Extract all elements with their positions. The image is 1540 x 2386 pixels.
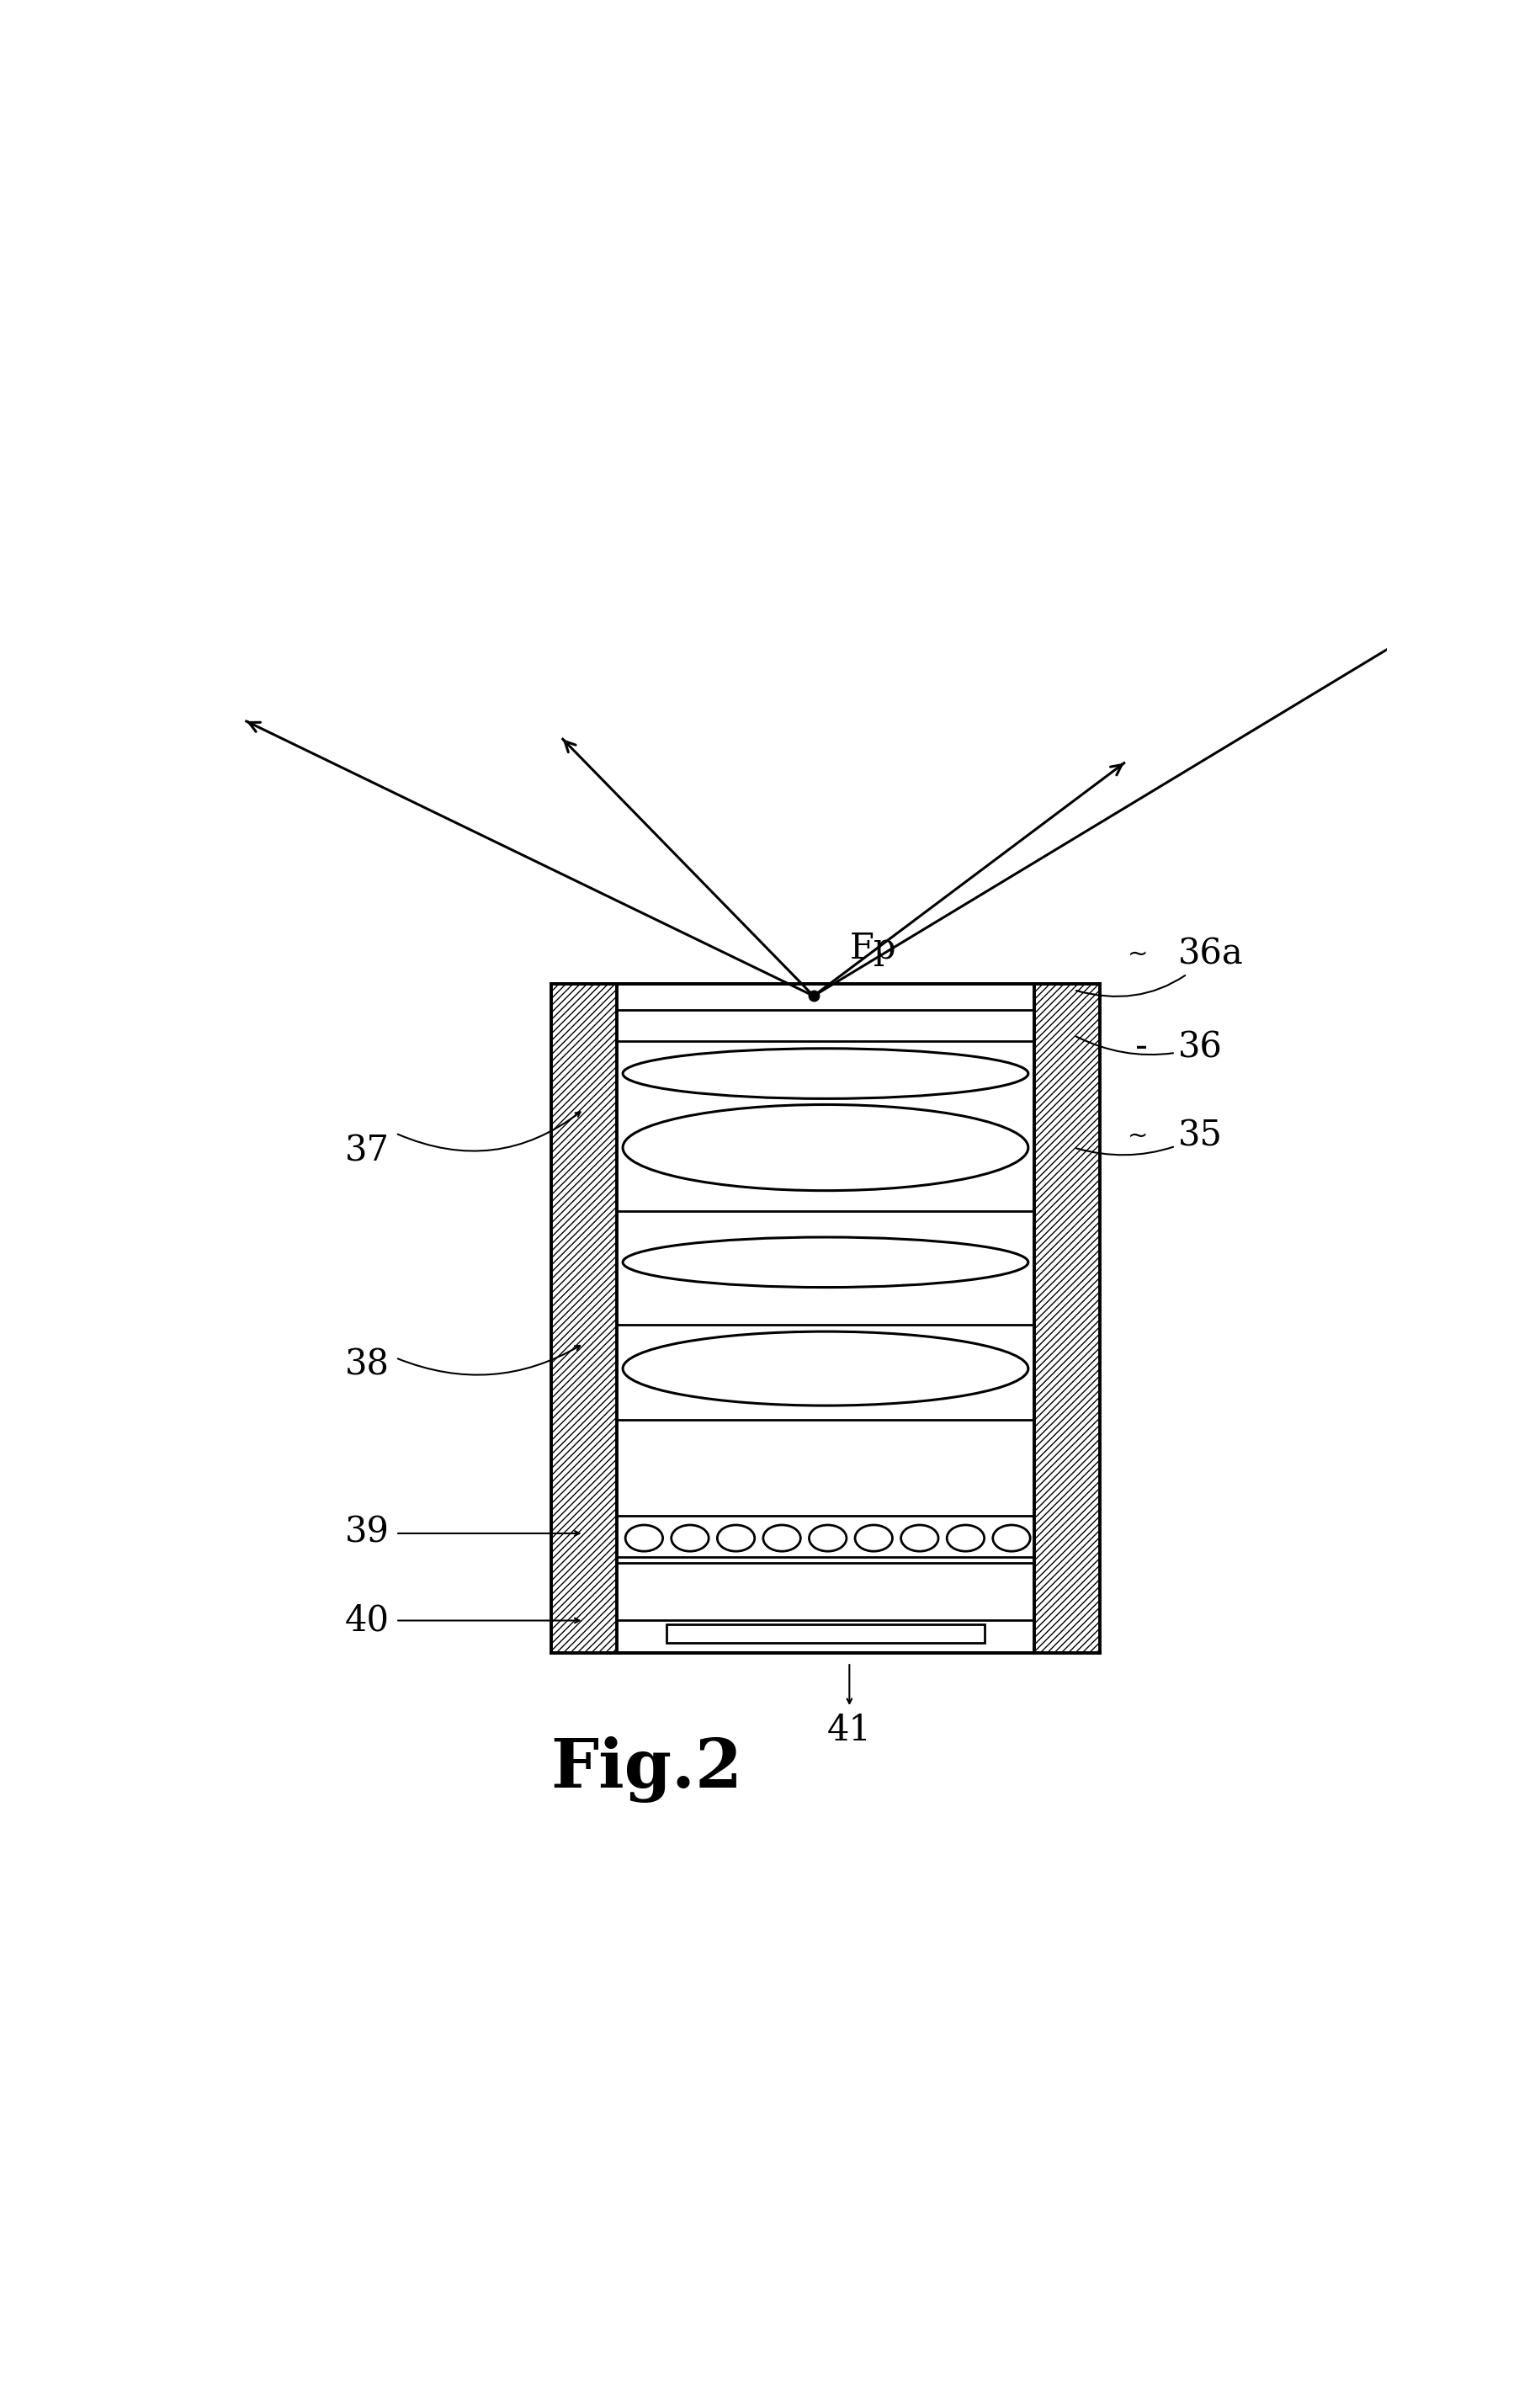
Text: ~: ~	[1127, 1124, 1147, 1148]
Text: 41: 41	[827, 1713, 872, 1749]
Text: Fig.2: Fig.2	[550, 1737, 742, 1804]
Bar	[551, 983, 616, 1653]
Text: 37: 37	[345, 1133, 390, 1169]
Bar	[551, 983, 616, 1653]
Bar	[1033, 983, 1100, 1653]
Text: 40: 40	[345, 1603, 390, 1639]
Text: ~: ~	[1127, 942, 1147, 966]
Text: 39: 39	[345, 1515, 390, 1551]
Text: 35: 35	[1075, 1119, 1221, 1155]
Text: Fp: Fp	[849, 931, 896, 966]
Text: -: -	[1135, 1031, 1147, 1064]
Bar	[667, 1625, 984, 1644]
Bar	[1033, 983, 1100, 1653]
Text: 38: 38	[345, 1348, 390, 1381]
Text: 36a: 36a	[1075, 935, 1243, 997]
Text: 36: 36	[1075, 1031, 1221, 1064]
